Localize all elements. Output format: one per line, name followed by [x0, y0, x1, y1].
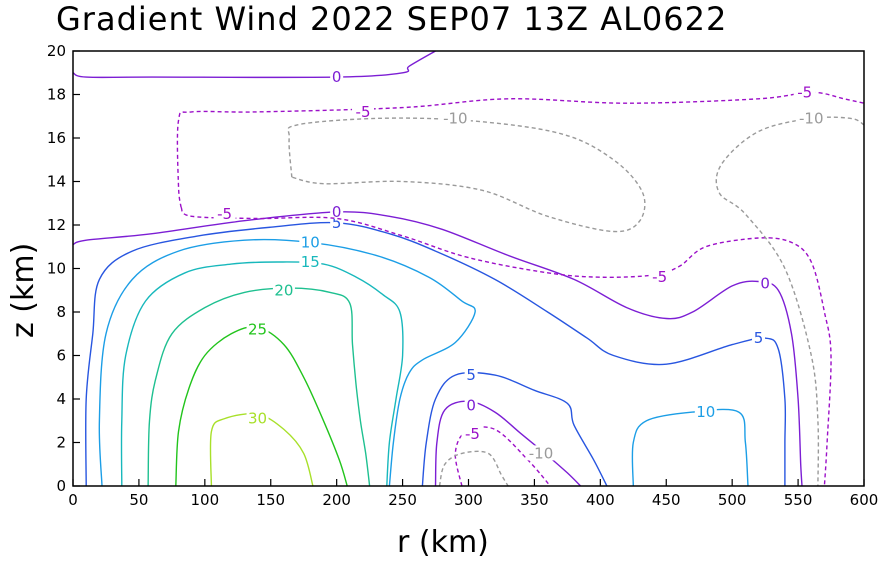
- contour-label-bg: [795, 110, 827, 126]
- y-tick-label: 14: [47, 173, 66, 191]
- contour-label-5: 5: [466, 366, 476, 384]
- y-tick-label: 10: [47, 260, 66, 278]
- x-axis-label: r (km): [397, 525, 489, 560]
- contour-label-neg5: -5: [465, 425, 480, 443]
- contour-line-0-2: [434, 400, 582, 487]
- y-tick-label: 16: [47, 129, 66, 147]
- contour-label-bg: [525, 445, 557, 461]
- x-tick-label: 300: [454, 491, 483, 509]
- contour-label-neg5: -5: [356, 103, 371, 121]
- contour-line-neg5: [176, 91, 865, 208]
- x-tick-label: 250: [388, 491, 417, 509]
- y-tick-label: 8: [56, 303, 66, 321]
- contour-label-bg: [330, 203, 344, 219]
- contour-label-neg10: -10: [799, 109, 824, 127]
- contour-label-bg: [752, 330, 766, 346]
- x-axis: 0 50 100 150 200 250 300 350 400 450 500 550 600: [68, 479, 878, 509]
- contour-line-neg10: [287, 117, 646, 233]
- x-tick-label: 100: [191, 491, 220, 509]
- contour-label-bg: [793, 84, 816, 100]
- y-tick-label: 4: [56, 390, 66, 408]
- contour-line-0-3: [72, 50, 436, 79]
- x-tick-label: 150: [256, 491, 285, 509]
- contour-line-15: [120, 261, 404, 487]
- y-tick-label: 18: [47, 86, 66, 104]
- contour-label-bg: [330, 69, 344, 85]
- y-tick-label: 20: [47, 42, 66, 60]
- contour-line-5-2: [421, 371, 608, 487]
- y-tick-label: 0: [56, 477, 66, 495]
- y-axis-label: z (km): [6, 243, 41, 338]
- contour-line-0: [72, 211, 803, 487]
- contour-label-25: 25: [248, 320, 267, 338]
- contour-line-10-2: [631, 408, 749, 487]
- x-tick-label: 50: [129, 491, 148, 509]
- contour-line-5: [85, 221, 787, 487]
- y-tick-label: 2: [56, 434, 66, 452]
- y-tick-label: 12: [47, 216, 66, 234]
- contour-label-15: 15: [301, 253, 320, 271]
- contour-label-bg: [299, 234, 322, 250]
- x-tick-label: 350: [520, 491, 549, 509]
- contour-label-0: 0: [332, 68, 342, 86]
- contour-line-20: [147, 287, 371, 487]
- contour-label-bg: [464, 367, 478, 383]
- contour-label-10: 10: [301, 233, 320, 251]
- contour-line-10: [98, 238, 476, 487]
- x-tick-label: 600: [850, 491, 879, 509]
- contour-label-0: 0: [466, 397, 476, 415]
- contour-line-neg10-2: [438, 450, 509, 487]
- contour-label-bg: [648, 269, 671, 285]
- x-tick-label: 500: [718, 491, 747, 509]
- contour-label-bg: [246, 321, 269, 337]
- contour-label-bg: [352, 103, 375, 119]
- contour-label-0: 0: [760, 275, 770, 293]
- x-tick-label: 200: [322, 491, 351, 509]
- x-tick-label: 400: [586, 491, 615, 509]
- y-axis: 0 2 4 6 8 10 12 14 16 18 20: [47, 42, 80, 495]
- contour-label-bg: [213, 206, 236, 222]
- contour-label-bg: [272, 282, 295, 298]
- contour-label-bg: [439, 110, 471, 126]
- contour-label-neg5: -5: [652, 268, 667, 286]
- contour-line-25: [175, 326, 348, 487]
- contour-line-neg10-3: [715, 116, 865, 487]
- contour-label-bg: [461, 425, 484, 441]
- contour-label-bg: [299, 253, 322, 269]
- contour-label-bg: [464, 397, 478, 413]
- x-tick-label: 450: [652, 491, 681, 509]
- contour-label-5: 5: [332, 214, 342, 232]
- contour-label-20: 20: [274, 281, 293, 299]
- y-tick-label: 6: [56, 347, 66, 365]
- x-tick-label: 550: [784, 491, 813, 509]
- contour-label-bg: [246, 410, 269, 426]
- contour-label-10: 10: [696, 403, 715, 421]
- x-tick-label: 0: [68, 491, 78, 509]
- contour-label-neg5: -5: [217, 205, 232, 223]
- contour-label-neg5: -5: [797, 83, 812, 101]
- chart-title: Gradient Wind 2022 SEP07 13Z AL0622: [56, 0, 727, 38]
- contour-label-bg: [694, 404, 717, 420]
- contour-label-0: 0: [332, 203, 342, 221]
- contour-label-neg10: -10: [529, 444, 554, 462]
- contour-label-neg10: -10: [443, 109, 468, 127]
- contour-line-neg5-2: [180, 207, 832, 487]
- contour-label-bg: [758, 275, 772, 291]
- contour-label-5: 5: [754, 329, 764, 347]
- contour-label-30: 30: [248, 410, 267, 428]
